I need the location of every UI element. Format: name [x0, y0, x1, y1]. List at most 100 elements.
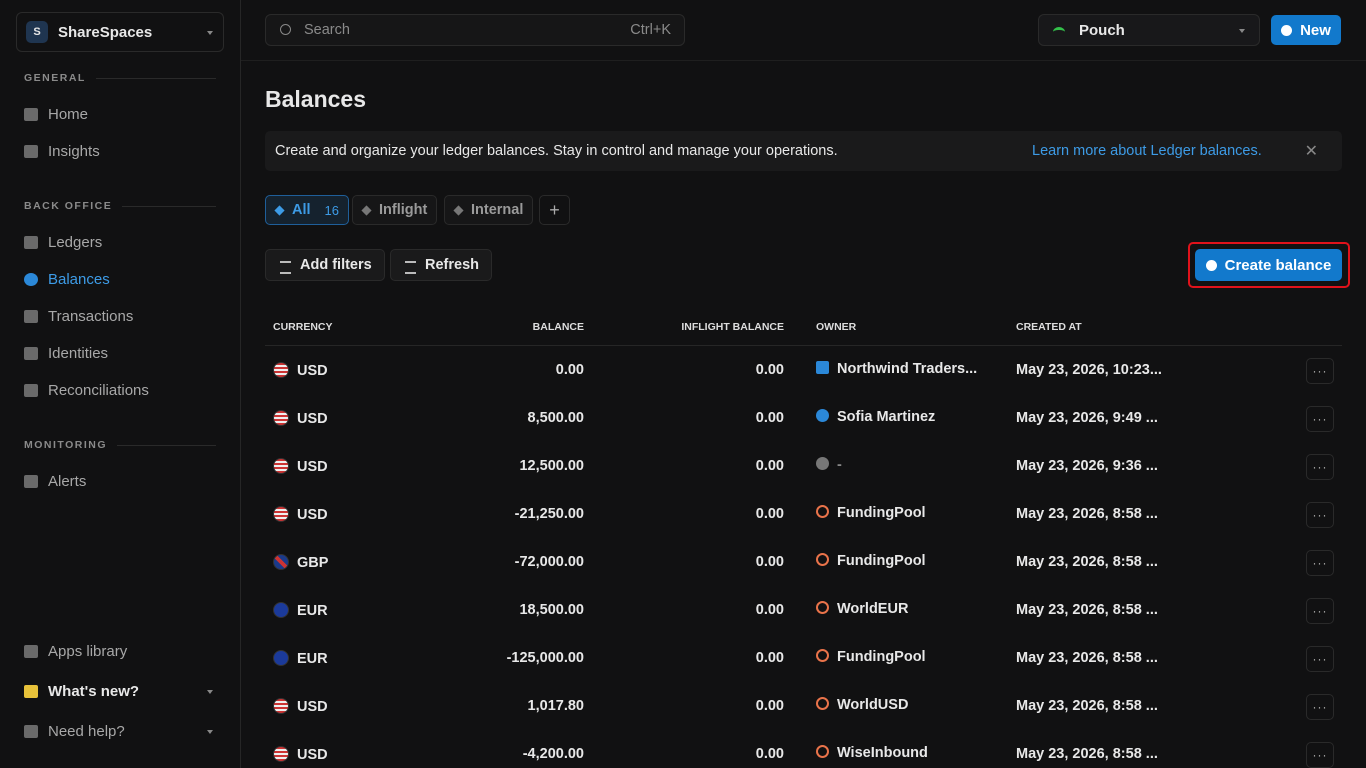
tab[interactable]: Internal [444, 195, 534, 225]
balance: 12,500.00 [519, 458, 584, 474]
shortcut: Ctrl+K [630, 22, 671, 38]
row-menu[interactable]: ··· [1306, 742, 1334, 768]
owner: Northwind Traders... [816, 361, 977, 377]
owner: Sofia Martinez [816, 409, 935, 425]
row-menu[interactable]: ··· [1306, 358, 1334, 384]
create-balance[interactable]: Create balance [1195, 249, 1342, 281]
currency: USD [273, 506, 328, 523]
created-at: May 23, 2026, 8:58 ... [1016, 746, 1158, 762]
highlight [1188, 242, 1350, 288]
footer-item[interactable]: Apps library [24, 643, 216, 660]
owner: FundingPool [816, 649, 926, 665]
flag [273, 650, 289, 666]
currency-code: USD [297, 507, 328, 523]
owner-icon [816, 409, 829, 422]
flag [273, 410, 289, 426]
ledger-select[interactable]: Pouch [1038, 14, 1260, 46]
footer-label: Need help? [48, 723, 125, 740]
workspace-switcher[interactable]: S ShareSpaces [16, 12, 224, 52]
footer-item[interactable]: Need help? [24, 723, 216, 740]
inflight-balance: 0.00 [755, 410, 784, 426]
search[interactable]: Search Ctrl+K [265, 14, 685, 46]
currency-code: USD [297, 459, 328, 475]
owner-icon [816, 505, 829, 518]
row-menu[interactable]: ··· [1306, 646, 1334, 672]
currency-code: USD [297, 699, 328, 715]
created-at: May 23, 2026, 8:58 ... [1016, 506, 1158, 522]
owner-icon [816, 745, 829, 758]
workspace-initial: S [26, 21, 48, 43]
nav-item[interactable]: Identities [24, 345, 108, 362]
nav-label: Transactions [48, 308, 134, 325]
row-menu[interactable]: ··· [1306, 598, 1334, 624]
inflight-balance: 0.00 [755, 506, 784, 522]
nav-label: Reconciliations [48, 382, 149, 399]
nav-item[interactable]: Ledgers [24, 234, 102, 251]
row-menu[interactable]: ··· [1306, 502, 1334, 528]
row-menu[interactable]: ··· [1306, 406, 1334, 432]
inflight-balance: 0.00 [755, 458, 784, 474]
sidebar: S ShareSpaces GENERAL Home Insights BACK OFF… [0, 0, 241, 768]
owner-name: WorldEUR [837, 601, 909, 617]
section-title: BACK OFFICE [24, 200, 216, 212]
add-tab[interactable]: + [539, 195, 570, 225]
balance: -21,250.00 [514, 506, 584, 522]
footer-item[interactable]: What's new? [24, 683, 216, 700]
inflight-balance: 0.00 [755, 554, 784, 570]
currency: USD [273, 746, 328, 763]
page-title: Balances [265, 86, 367, 112]
currency-code: GBP [297, 555, 329, 571]
close-banner[interactable]: ✕ [1304, 143, 1318, 160]
balance: 18,500.00 [519, 602, 584, 618]
owner-name: FundingPool [837, 505, 926, 521]
new-button[interactable]: New [1271, 15, 1341, 45]
tab-label: Inflight [379, 202, 428, 218]
balance: 1,017.80 [527, 698, 584, 714]
column-header: BALANCE [532, 321, 584, 333]
inflight-balance: 0.00 [755, 698, 784, 714]
owner-name: - [837, 457, 842, 473]
nav-label: Balances [48, 271, 110, 288]
add-filters[interactable]: Add filters [265, 249, 385, 281]
footer-label: What's new? [48, 683, 140, 700]
nav-item[interactable]: Home [24, 106, 88, 123]
column-header: CREATED AT [1016, 321, 1082, 333]
banner-link[interactable]: Learn more about Ledger balances. [1032, 143, 1262, 159]
row-menu[interactable]: ··· [1306, 454, 1334, 480]
owner-icon [816, 553, 829, 566]
flag [273, 554, 289, 570]
flag [273, 746, 289, 762]
tab-label: All [292, 202, 311, 218]
refresh[interactable]: Refresh [390, 249, 492, 281]
currency: USD [273, 698, 328, 715]
nav-item[interactable]: Reconciliations [24, 382, 149, 399]
nav-label: Alerts [48, 473, 87, 490]
created-at: May 23, 2026, 10:23... [1016, 362, 1162, 378]
nav-item[interactable]: Transactions [24, 308, 133, 325]
currency: EUR [273, 650, 328, 667]
tab-label: Internal [471, 202, 524, 218]
row-menu[interactable]: ··· [1306, 694, 1334, 720]
owner: WorldEUR [816, 601, 908, 617]
workspace-name: ShareSpaces [58, 23, 153, 41]
tab-count: 16 [324, 202, 339, 218]
created-at: May 23, 2026, 8:58 ... [1016, 698, 1158, 714]
banner-text: Create and organize your ledger balances… [275, 143, 838, 159]
owner-name: FundingPool [837, 649, 926, 665]
owner: FundingPool [816, 553, 926, 569]
column-header: OWNER [816, 321, 857, 333]
balance: -72,000.00 [514, 554, 584, 570]
currency: USD [273, 362, 328, 379]
row-menu[interactable]: ··· [1306, 550, 1334, 576]
nav-item[interactable]: Balances [24, 271, 110, 288]
nav-item[interactable]: Insights [24, 143, 100, 160]
created-at: May 23, 2026, 9:36 ... [1016, 458, 1158, 474]
flag [273, 362, 289, 378]
tab[interactable]: Inflight [352, 195, 438, 225]
column-header: INFLIGHT BALANCE [681, 321, 784, 333]
nav-item[interactable]: Alerts [24, 473, 86, 490]
owner: - [816, 457, 842, 473]
tab[interactable]: All 16 [265, 195, 349, 225]
created-at: May 23, 2026, 8:58 ... [1016, 554, 1158, 570]
nav-label: Home [48, 106, 89, 123]
